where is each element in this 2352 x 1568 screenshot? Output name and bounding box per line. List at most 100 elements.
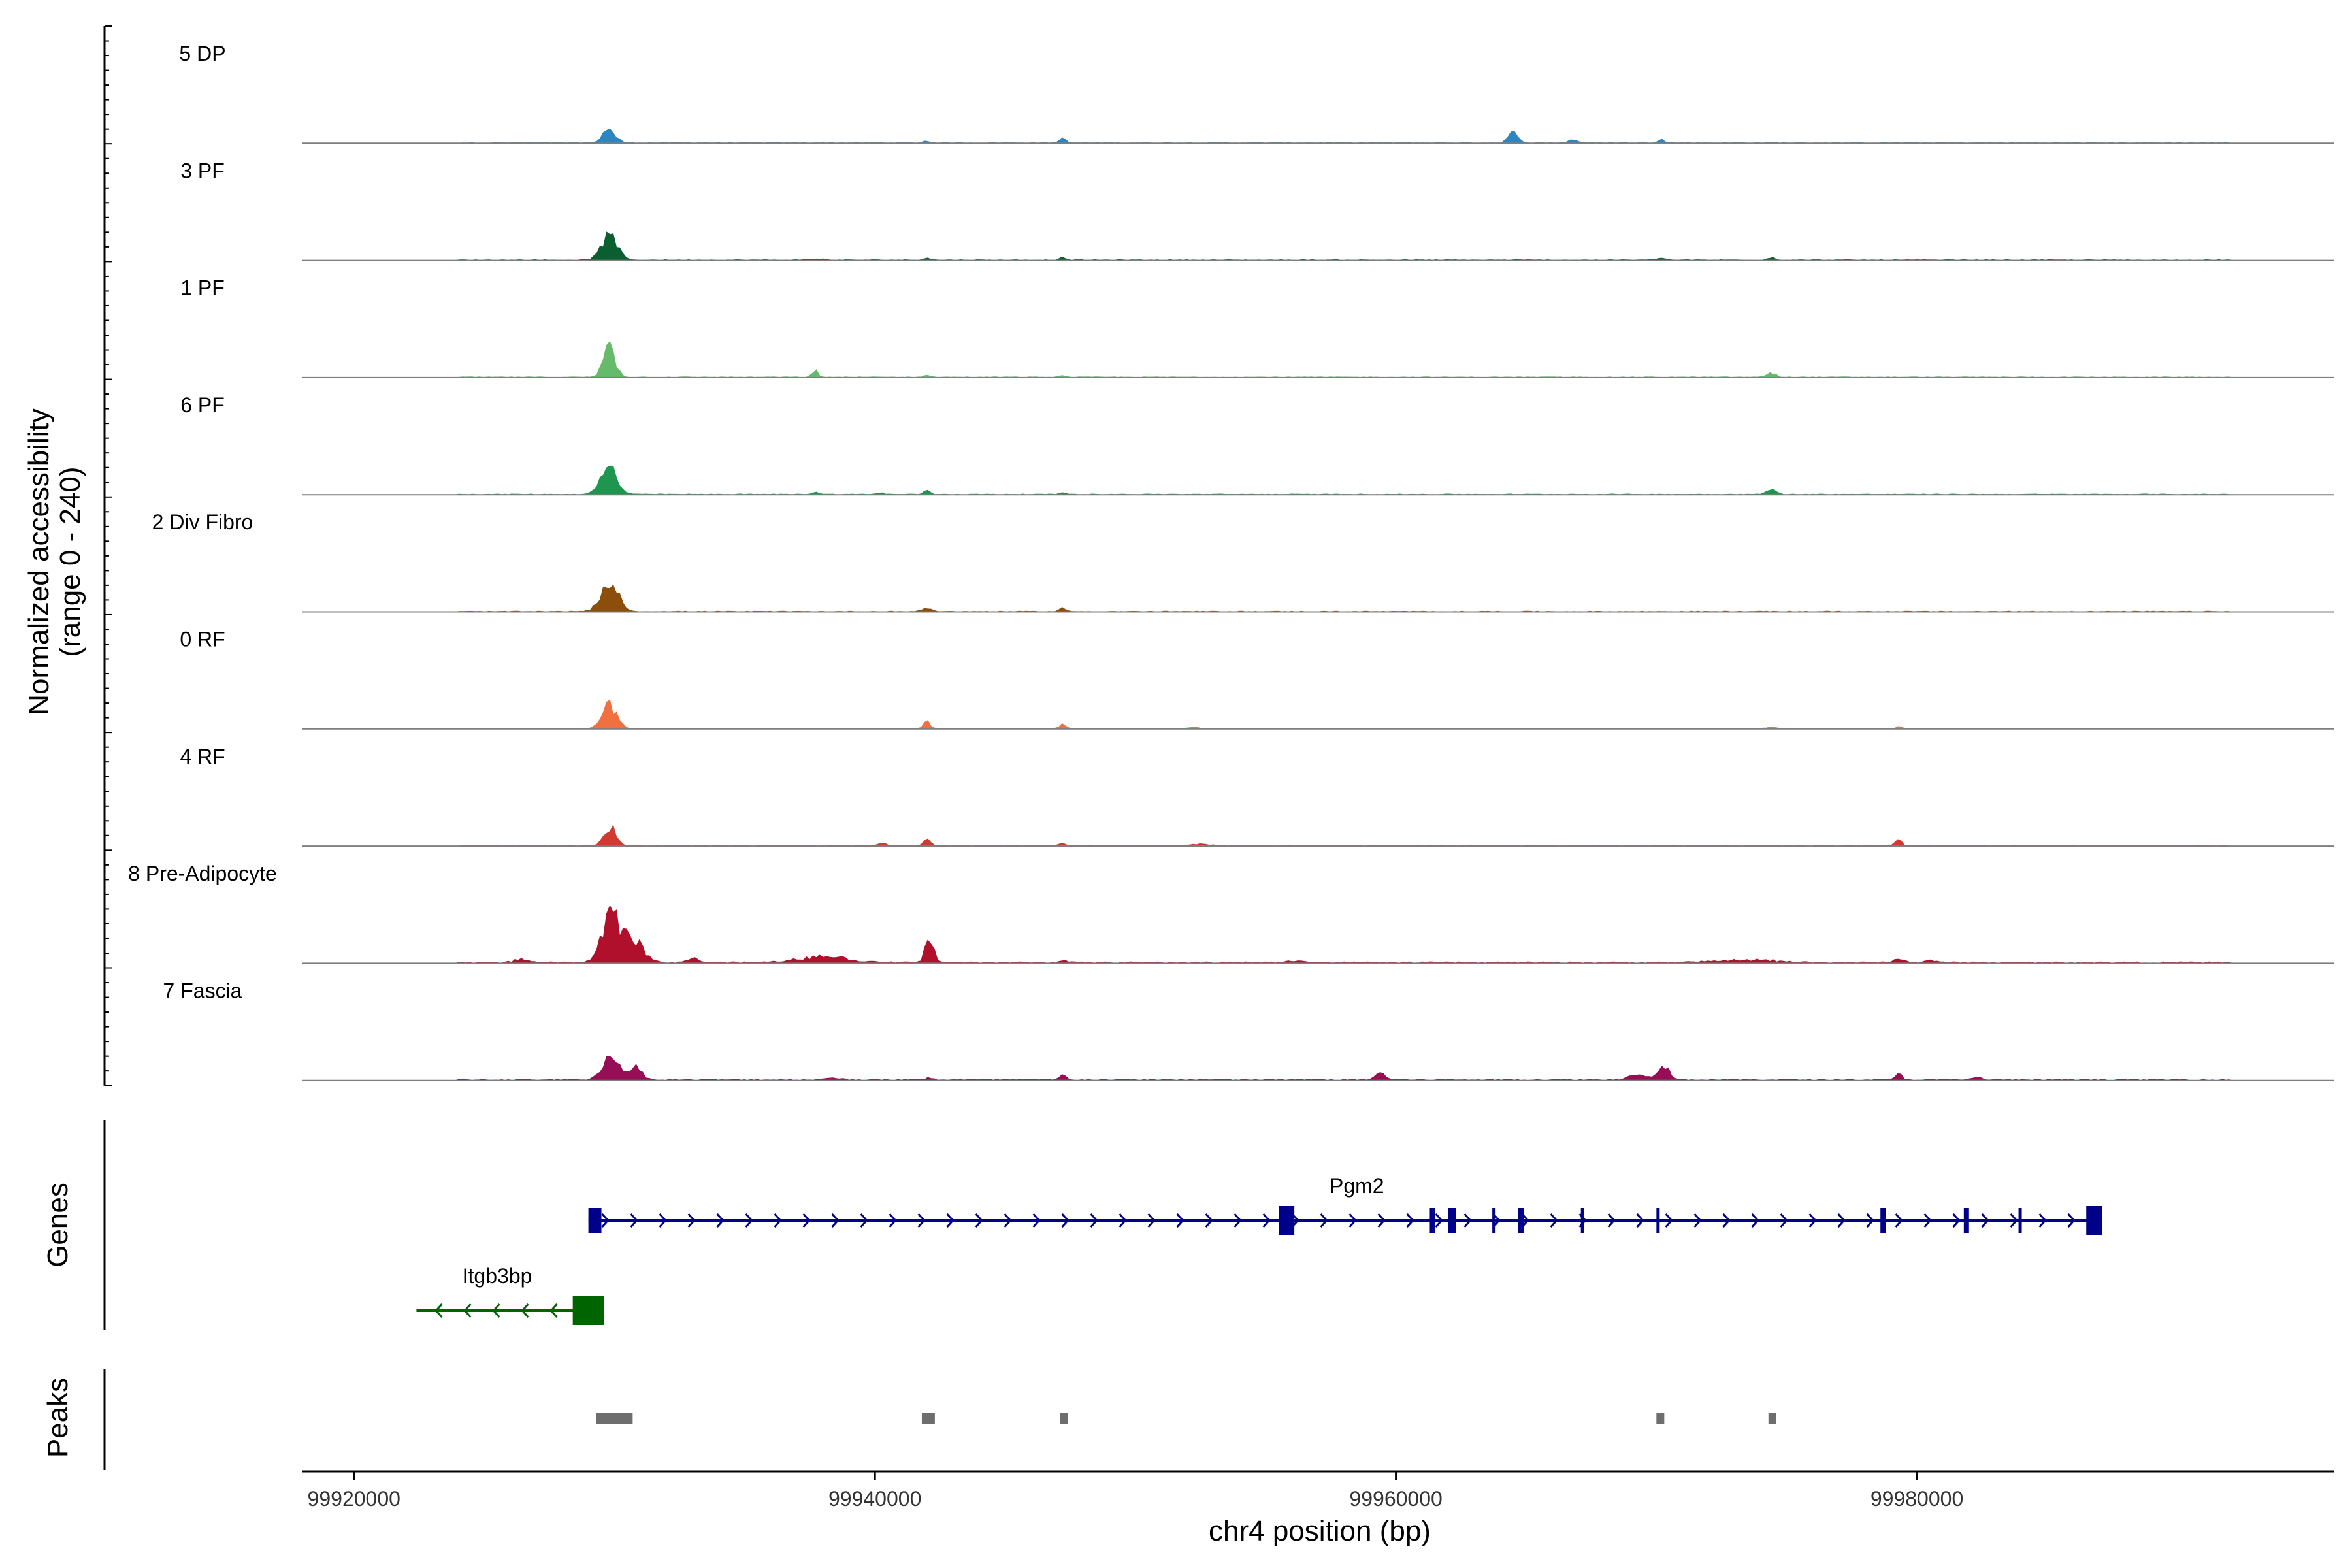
strand-arrow <box>1061 1213 1070 1228</box>
gene-pgm2: Pgm2 <box>588 1174 2102 1235</box>
gene-exon <box>1963 1208 1969 1233</box>
strand-arrow <box>1866 1213 1874 1228</box>
coverage-area <box>302 1056 2334 1081</box>
coverage-area <box>302 231 2334 261</box>
coverage-area <box>302 700 2334 730</box>
strand-arrow <box>1463 1213 1472 1228</box>
strand-arrow <box>1205 1213 1213 1228</box>
strand-arrow <box>630 1213 638 1228</box>
strand-arrow <box>2038 1213 2047 1228</box>
peaks-panel <box>103 1369 1776 1470</box>
strand-arrow <box>1751 1213 1759 1228</box>
strand-arrow <box>1895 1213 1903 1228</box>
coverage-area <box>302 905 2334 964</box>
strand-arrow <box>1004 1213 1012 1228</box>
gene-exon <box>1880 1208 1886 1233</box>
gene-label: Pgm2 <box>1330 1174 1384 1198</box>
coverage-area <box>302 584 2334 613</box>
strand-arrow <box>659 1213 667 1228</box>
track-2-div-fibro: 2 Div Fibro <box>152 510 2334 613</box>
track-8-pre-adipocyte: 8 Pre-Adipocyte <box>128 862 2334 964</box>
strand-arrow <box>1665 1213 1673 1228</box>
strand-arrow <box>492 1303 500 1318</box>
x-axis-title: chr4 position (bp) <box>1209 1515 1431 1547</box>
strand-arrow <box>1119 1213 1127 1228</box>
strand-arrow <box>1780 1213 1788 1228</box>
strand-arrow <box>521 1303 529 1318</box>
gene-itgb3bp: Itgb3bp <box>416 1264 604 1325</box>
strand-arrow <box>687 1213 696 1228</box>
peak-region <box>1060 1413 1068 1424</box>
track-4-rf: 4 RF <box>180 745 2334 847</box>
track-5-dp: 5 DP <box>179 42 2334 144</box>
strand-arrow <box>1636 1213 1644 1228</box>
y-axis-title-line-1: Normalized accessibility <box>23 408 55 715</box>
strand-arrow <box>802 1213 811 1228</box>
strand-arrow <box>745 1213 753 1228</box>
coverage-area <box>302 825 2334 847</box>
strand-arrow <box>1435 1213 1443 1228</box>
strand-arrow <box>831 1213 840 1228</box>
track-label: 0 RF <box>180 628 225 651</box>
gene-exon <box>2086 1206 2102 1235</box>
y-axis-title-line-2: (range 0 - 240) <box>54 466 86 657</box>
strand-arrow <box>946 1213 955 1228</box>
x-tick-label: 99920000 <box>308 1487 400 1511</box>
strand-arrow <box>1923 1213 1932 1228</box>
gene-exon <box>588 1208 602 1233</box>
gene-exon <box>1429 1208 1435 1233</box>
strand-arrow <box>889 1213 897 1228</box>
strand-arrow <box>1808 1213 1817 1228</box>
strand-arrow <box>1952 1213 1961 1228</box>
gene-exon <box>1580 1208 1584 1233</box>
gene-exon <box>1518 1208 1524 1233</box>
track-label: 2 Div Fibro <box>152 510 253 534</box>
track-label: 6 PF <box>180 393 225 417</box>
coverage-area <box>302 128 2334 144</box>
peak-region <box>1656 1413 1665 1424</box>
strand-arrow <box>1032 1213 1041 1228</box>
peaks-panel-label: Peaks <box>42 1378 74 1458</box>
strand-arrow <box>1348 1213 1357 1228</box>
track-label: 7 Fascia <box>163 979 242 1002</box>
track-7-fascia: 7 Fascia <box>163 979 2334 1081</box>
coverage-tracks: 5 DP 3 PF 1 PF 6 PF 2 Div Fibro 0 RF 4 RF 8 Pre… <box>128 42 2334 1081</box>
strand-arrow <box>1693 1213 1702 1228</box>
x-tick-label: 99980000 <box>1870 1487 1963 1511</box>
strand-arrow <box>463 1303 472 1318</box>
strand-arrow <box>1233 1213 1242 1228</box>
strand-arrow <box>774 1213 782 1228</box>
genes-panel: Pgm2 Itgb3bp <box>103 1120 2102 1330</box>
strand-arrow <box>1377 1213 1386 1228</box>
x-tick-label: 99940000 <box>828 1487 921 1511</box>
strand-arrow <box>1320 1213 1328 1228</box>
strand-arrow <box>1147 1213 1156 1228</box>
gene-exon <box>1279 1206 1295 1235</box>
x-axis: 99920000 99940000 99960000 99980000 <box>302 1470 2334 1511</box>
track-label: 1 PF <box>180 276 225 300</box>
y-axis <box>103 25 112 1086</box>
strand-arrow <box>860 1213 868 1228</box>
gene-exon <box>1656 1208 1660 1233</box>
strand-arrow <box>1406 1213 1414 1228</box>
coverage-area <box>302 340 2334 378</box>
peak-region <box>1768 1413 1776 1424</box>
gene-exon <box>1448 1208 1456 1233</box>
track-label: 5 DP <box>179 42 225 65</box>
track-label: 3 PF <box>180 159 225 182</box>
gene-exon <box>2018 1208 2022 1233</box>
peak-region <box>921 1413 935 1424</box>
strand-arrow <box>601 1213 610 1228</box>
strand-arrow <box>434 1303 443 1318</box>
strand-arrow <box>975 1213 983 1228</box>
strand-arrow <box>2010 1213 2018 1228</box>
strand-arrow <box>1607 1213 1616 1228</box>
strand-arrow <box>716 1213 725 1228</box>
track-0-rf: 0 RF <box>180 628 2334 730</box>
genes-panel-label: Genes <box>42 1183 74 1267</box>
strand-arrow <box>2067 1213 2076 1228</box>
strand-arrow <box>1176 1213 1184 1228</box>
track-label: 8 Pre-Adipocyte <box>128 862 277 885</box>
gene-label: Itgb3bp <box>463 1264 532 1288</box>
